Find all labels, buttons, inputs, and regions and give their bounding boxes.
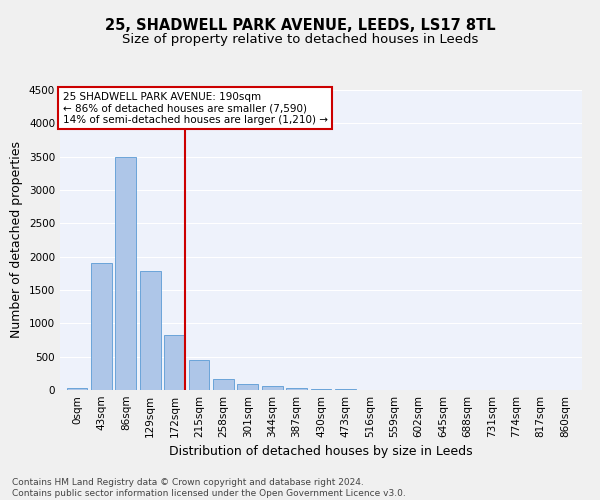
Bar — [91, 262, 112, 390]
X-axis label: Distribution of detached houses by size in Leeds: Distribution of detached houses by size … — [169, 446, 473, 458]
Bar — [311, 388, 331, 390]
Bar — [115, 156, 136, 390]
Bar — [286, 388, 307, 390]
Bar — [213, 379, 234, 390]
Text: Contains HM Land Registry data © Crown copyright and database right 2024.
Contai: Contains HM Land Registry data © Crown c… — [12, 478, 406, 498]
Bar — [140, 272, 161, 390]
Bar — [188, 360, 209, 390]
Text: 25 SHADWELL PARK AVENUE: 190sqm
← 86% of detached houses are smaller (7,590)
14%: 25 SHADWELL PARK AVENUE: 190sqm ← 86% of… — [62, 92, 328, 124]
Text: 25, SHADWELL PARK AVENUE, LEEDS, LS17 8TL: 25, SHADWELL PARK AVENUE, LEEDS, LS17 8T… — [104, 18, 496, 32]
Bar — [262, 386, 283, 390]
Bar — [335, 389, 356, 390]
Bar — [164, 334, 185, 390]
Bar — [238, 384, 258, 390]
Bar — [67, 388, 88, 390]
Text: Size of property relative to detached houses in Leeds: Size of property relative to detached ho… — [122, 32, 478, 46]
Y-axis label: Number of detached properties: Number of detached properties — [10, 142, 23, 338]
